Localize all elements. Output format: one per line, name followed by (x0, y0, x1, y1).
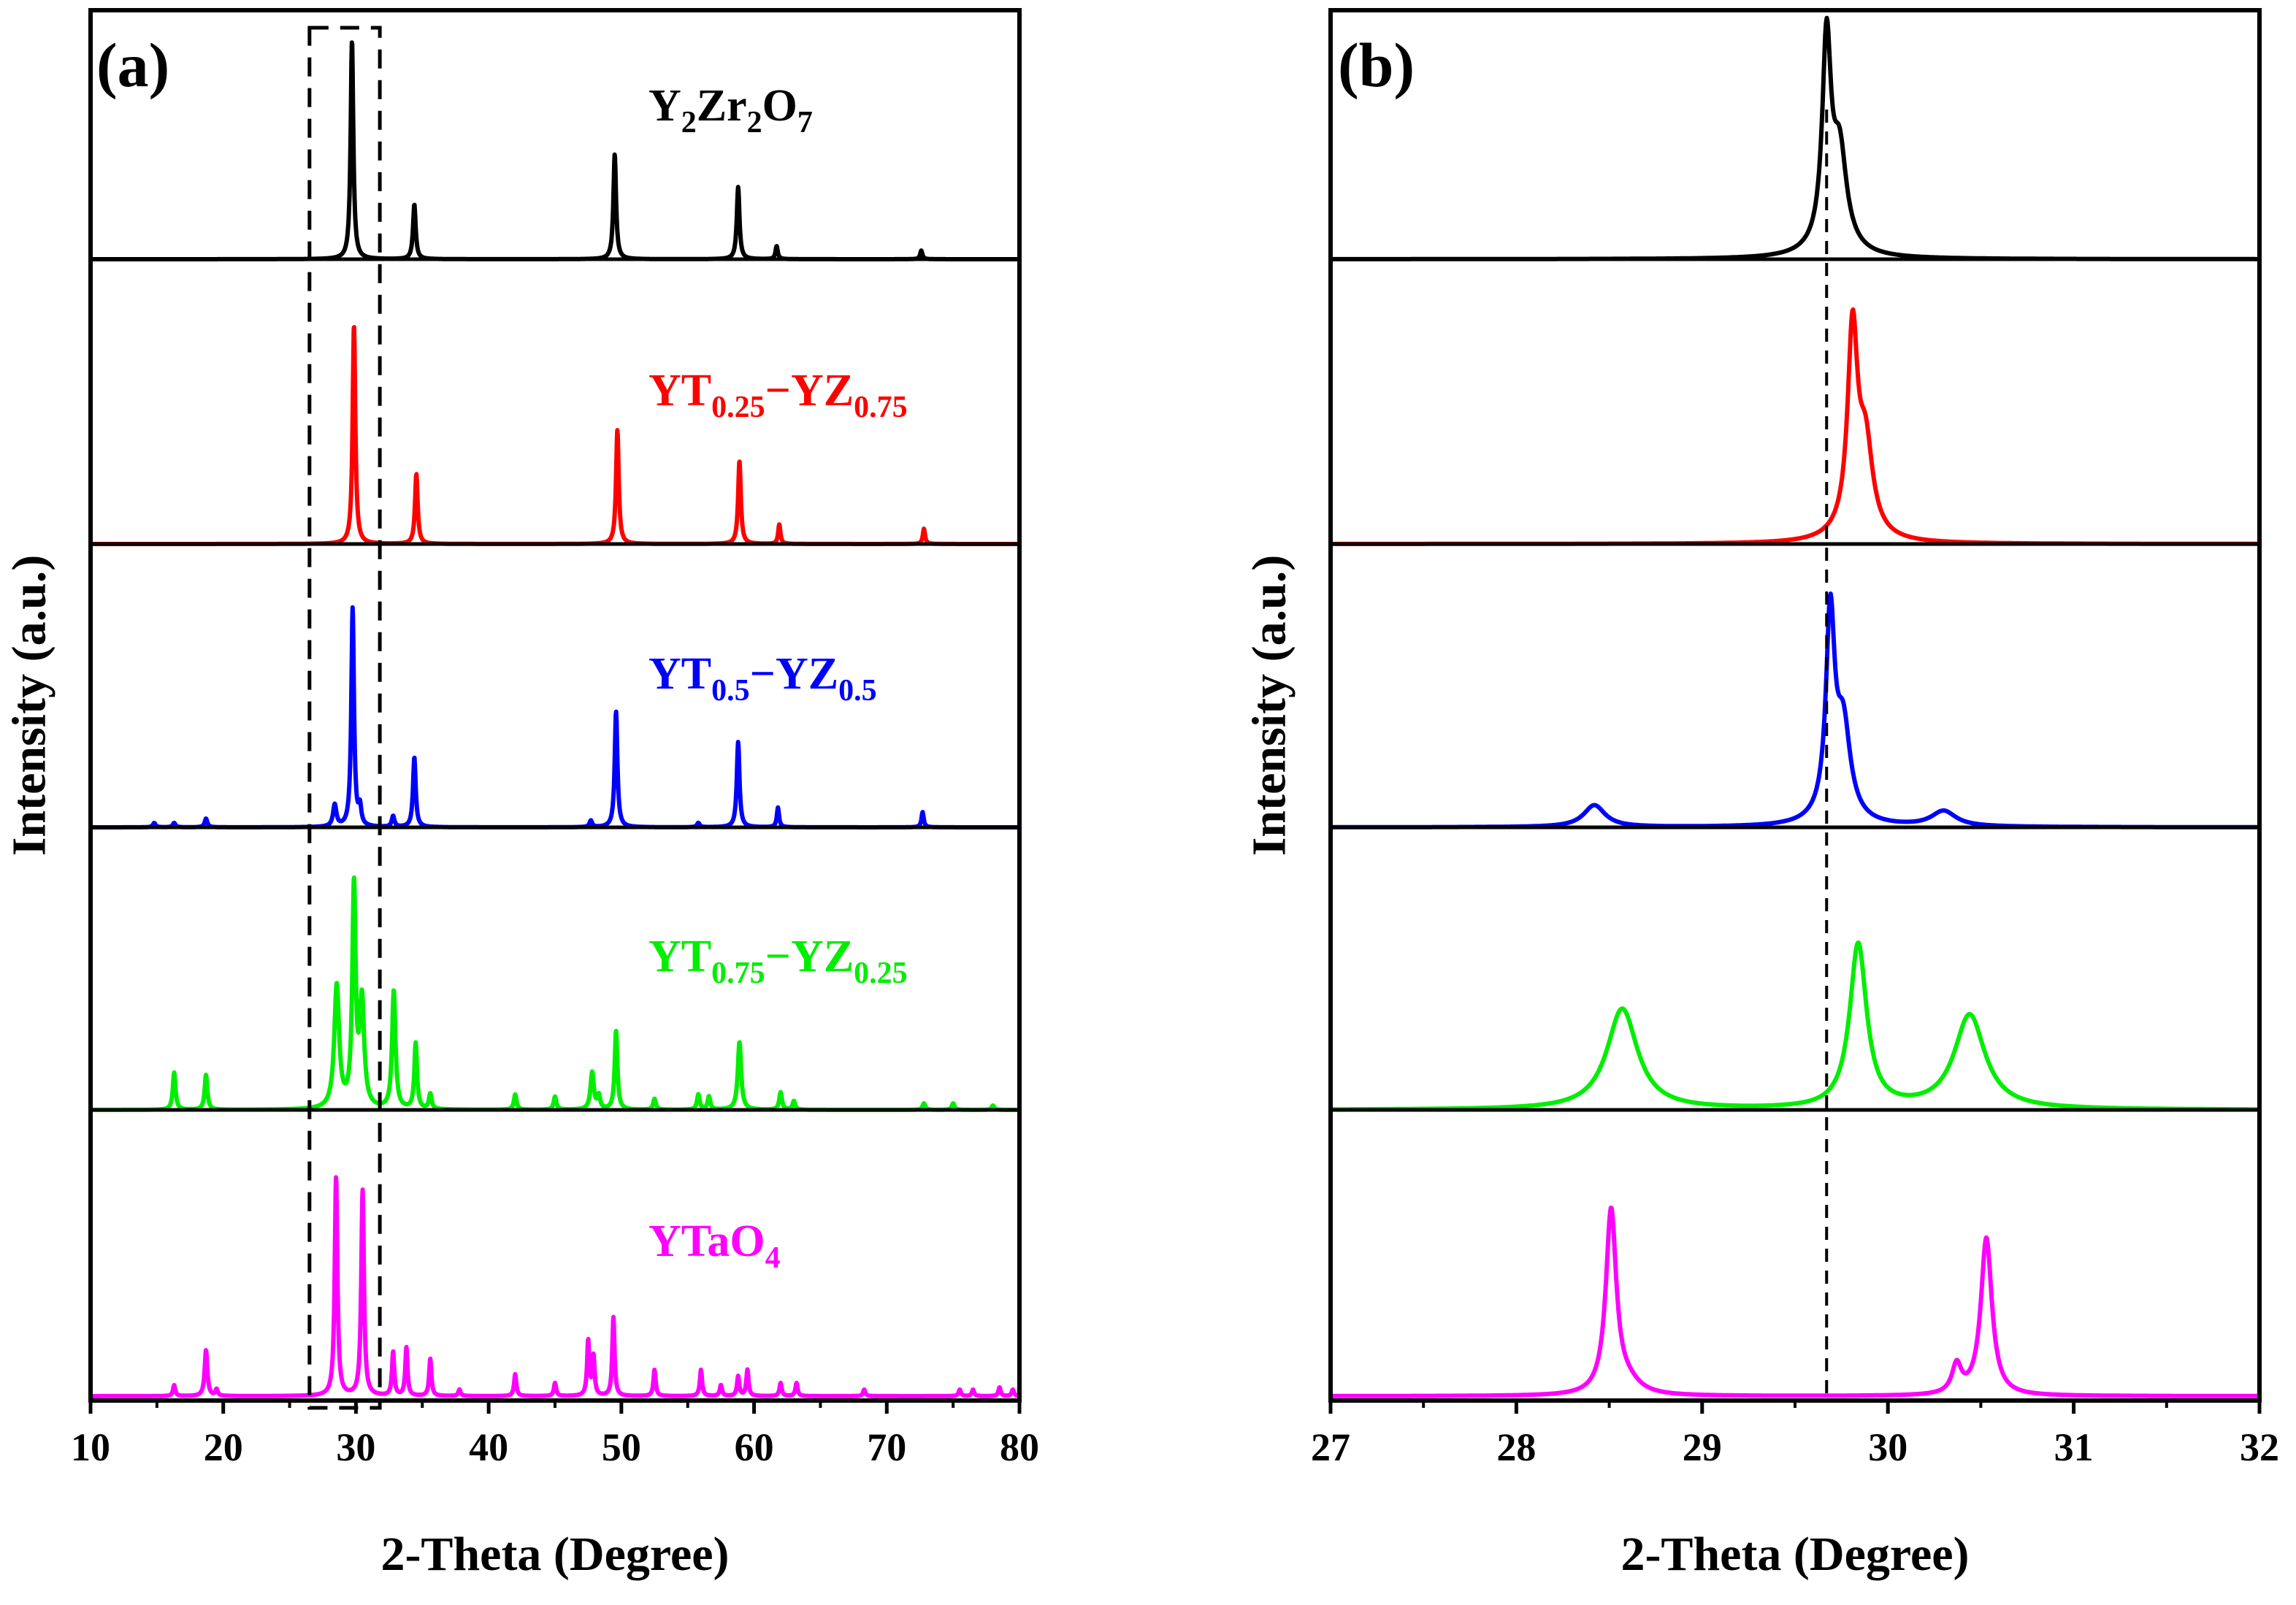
series-line-y2zr2o7 (1329, 15, 2261, 261)
series-line-yt0-75-yz0-25 (1329, 940, 2261, 1112)
x-tick-label: 30 (336, 1425, 375, 1469)
x-tick-label: 31 (2054, 1425, 2094, 1469)
series-line-ytao4 (88, 1175, 1022, 1398)
series-line-yt0-75-yz0-25 (88, 876, 1022, 1112)
series-label: YT0.25−YZ0.75 (648, 366, 908, 424)
panel-b: 27 28 29 30 31 32 2-Theta (Degree) Intensity (a… (1243, 8, 2279, 1581)
x-tick-label: 40 (469, 1425, 508, 1469)
panel-a: 10 20 30 40 50 60 70 80 2-Theta (Degree) Intensit… (3, 8, 1039, 1581)
zoom-region-box (307, 26, 382, 1410)
x-tick-label: 80 (1000, 1425, 1039, 1469)
x-axis-title: 2-Theta (Degree) (380, 1528, 729, 1581)
panel-label: (b) (1338, 30, 1415, 100)
plot-frame (88, 8, 1022, 1403)
x-tick-label: 50 (602, 1425, 641, 1469)
series-line-yt0-5-yz0-5 (1329, 591, 2261, 830)
x-tick-label: 27 (1311, 1425, 1350, 1469)
y-axis-title: Intensity (a.u.) (1243, 555, 1296, 857)
series-line-ytao4 (1329, 1206, 2261, 1398)
x-tick-label: 28 (1496, 1425, 1536, 1469)
x-axis-title: 2-Theta (Degree) (1620, 1528, 1969, 1581)
panel-label: (a) (96, 30, 169, 100)
series-label: Y2Zr2O7 (648, 81, 813, 139)
series-label: YT0.75−YZ0.25 (648, 932, 908, 990)
x-tick-label: 29 (1683, 1425, 1722, 1469)
x-tick-label: 70 (867, 1425, 906, 1469)
series-line-y2zr2o7 (88, 40, 1022, 261)
series-label: YTaO4 (648, 1217, 781, 1275)
x-tick-label: 10 (71, 1425, 110, 1469)
plot-frame (1328, 8, 2262, 1403)
x-tick-label: 32 (2240, 1425, 2279, 1469)
y-axis-title: Intensity (a.u.) (3, 555, 56, 857)
series-line-yt0-25-yz0-75 (88, 325, 1022, 546)
series-line-yt0-25-yz0-75 (1329, 307, 2261, 546)
x-tick-label: 60 (735, 1425, 774, 1469)
x-tick-label: 20 (204, 1425, 243, 1469)
series-label: YT0.5−YZ0.5 (648, 649, 877, 708)
series-line-yt0-5-yz0-5 (88, 605, 1022, 830)
x-tick-label: 30 (1868, 1425, 1907, 1469)
